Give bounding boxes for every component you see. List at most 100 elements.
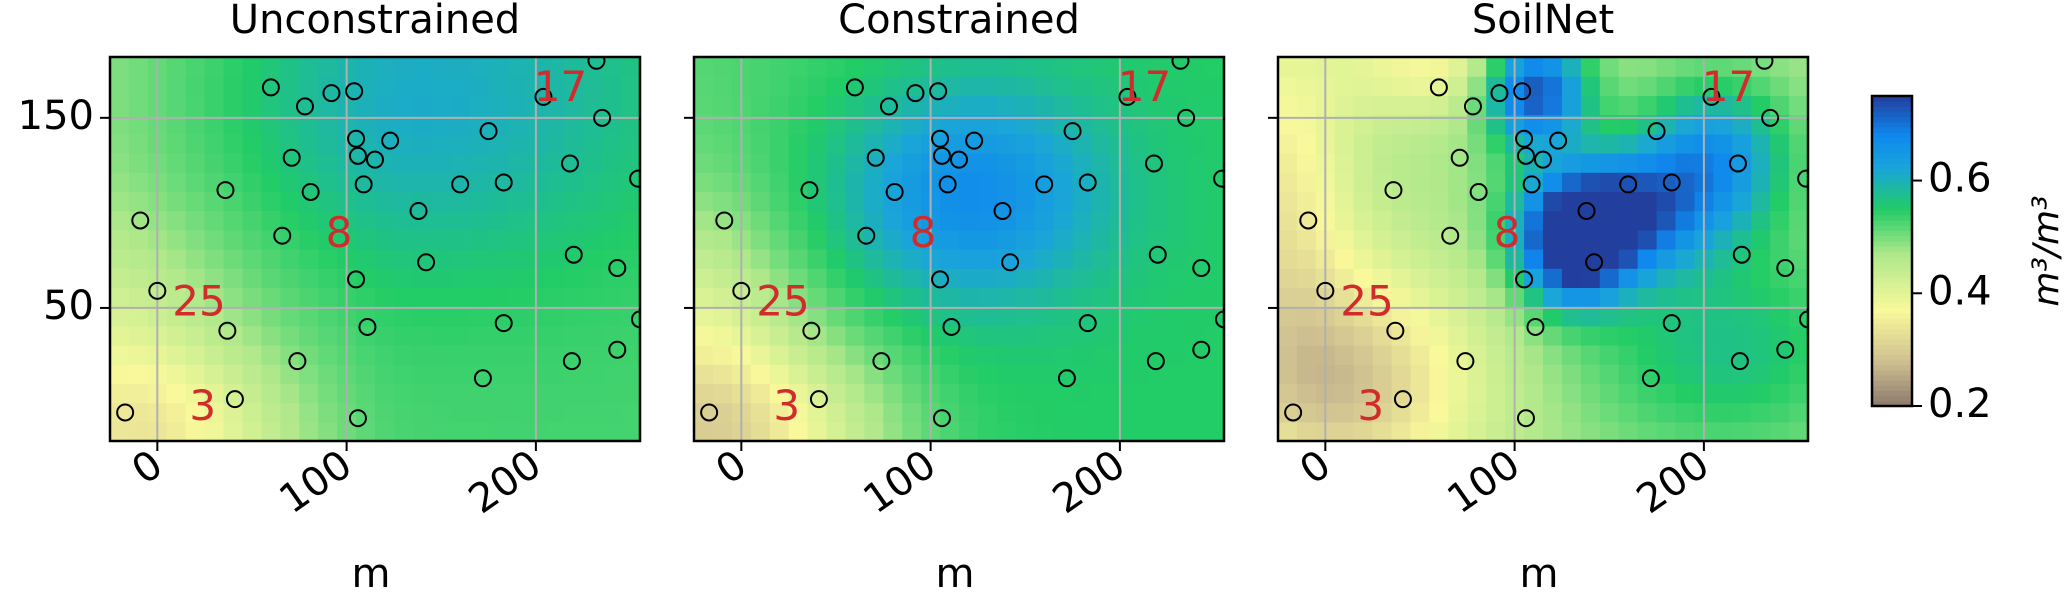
- heatmap-cell: [694, 153, 714, 173]
- heatmap-cell: [864, 402, 884, 423]
- heatmap-cell: [242, 229, 263, 250]
- heatmap-cell: [1278, 57, 1298, 77]
- heatmap-cell: [1015, 249, 1036, 269]
- heatmap-cell: [1167, 133, 1187, 154]
- heatmap-cell: [1015, 287, 1036, 308]
- heatmap-cell: [621, 210, 640, 231]
- heatmap-cell: [883, 114, 903, 135]
- heatmap-cell: [845, 325, 865, 346]
- heatmap-cell: [1053, 172, 1074, 192]
- heatmap-cell: [1334, 95, 1355, 116]
- heatmap-cell: [1334, 306, 1355, 327]
- heatmap-cell: [1448, 268, 1468, 288]
- heatmap-cell: [996, 249, 1017, 269]
- heatmap-cell: [110, 325, 130, 346]
- heatmap-cell: [128, 95, 149, 116]
- sensor-marker: [1515, 129, 1534, 148]
- heatmap-cell: [128, 153, 149, 173]
- heatmap-cell: [602, 421, 622, 441]
- heatmap-cell: [750, 114, 771, 135]
- heatmap-cell: [902, 133, 922, 154]
- heatmap-cell: [1486, 345, 1506, 365]
- sensor-marker: [301, 182, 320, 201]
- sensor-marker: [1516, 146, 1535, 165]
- heatmap-cell: [223, 76, 244, 96]
- sensor-marker: [1641, 369, 1660, 388]
- sensor-marker: [288, 352, 307, 371]
- annotation-label: 17: [534, 62, 587, 111]
- panel-title: Constrained: [838, 0, 1080, 43]
- heatmap-cell: [431, 287, 452, 308]
- heatmap-cell: [1448, 133, 1468, 154]
- heatmap-cell: [1580, 421, 1601, 441]
- heatmap-cell: [1186, 133, 1206, 154]
- heatmap-cell: [375, 249, 395, 269]
- heatmap-cell: [1072, 191, 1093, 212]
- heatmap-cell: [1072, 153, 1093, 173]
- heatmap-cell: [977, 229, 998, 250]
- heatmap-cell: [1334, 210, 1355, 231]
- heatmap-cell: [1429, 402, 1449, 423]
- heatmap-cell: [1334, 345, 1355, 365]
- heatmap-cell: [1770, 287, 1790, 308]
- heatmap-cell: [299, 345, 319, 365]
- heatmap-cell: [564, 133, 584, 154]
- colorbar-cell: [1872, 359, 1912, 366]
- heatmap-cell: [602, 210, 622, 231]
- heatmap-cell: [450, 306, 471, 327]
- heatmap-cell: [1296, 114, 1317, 135]
- heatmap-cell: [299, 421, 319, 441]
- heatmap-cell: [602, 249, 622, 269]
- sensors-unconstrained: [116, 57, 640, 428]
- heatmap-cell: [845, 345, 865, 365]
- heatmap-cell: [393, 421, 414, 441]
- heatmap-cell: [1599, 76, 1620, 96]
- heatmap-cell: [1167, 76, 1187, 96]
- heatmap-cell: [545, 325, 565, 346]
- heatmap-cell: [1034, 210, 1055, 231]
- heatmap-cell: [412, 210, 433, 231]
- heatmap-cell: [1732, 306, 1752, 327]
- heatmap-cell: [1034, 57, 1055, 77]
- heatmap-cell: [375, 229, 395, 250]
- heatmap-cell: [1561, 210, 1582, 231]
- heatmap-cell: [318, 191, 338, 212]
- heatmap-cell: [507, 345, 528, 365]
- heatmap-cell: [996, 114, 1017, 135]
- heatmap-cell: [750, 249, 771, 269]
- heatmap-cell: [1789, 249, 1808, 269]
- x-axis-label: m: [1520, 551, 1559, 596]
- heatmap-cell: [1486, 383, 1506, 404]
- heatmap-cell: [1561, 268, 1582, 288]
- heatmap-cell: [902, 114, 922, 135]
- heatmap-cell: [1637, 153, 1658, 173]
- heatmap-cell: [1353, 133, 1374, 154]
- heatmap-cell: [712, 249, 733, 269]
- panel-title: Unconstrained: [230, 0, 520, 43]
- heatmap-cell: [1486, 210, 1506, 231]
- heatmap-cell: [356, 249, 376, 269]
- heatmap-cell: [431, 345, 452, 365]
- heatmap-cell: [318, 249, 338, 269]
- heatmap-cell: [1296, 172, 1317, 192]
- sensor-marker: [347, 270, 366, 289]
- heatmap-cell: [545, 402, 565, 423]
- sensor-marker: [218, 321, 237, 340]
- heatmap-cell: [750, 325, 771, 346]
- heatmap-cell: [959, 268, 979, 288]
- heatmap-cell: [185, 133, 206, 154]
- heatmap-cell: [1129, 172, 1149, 192]
- heatmap-cell: [1486, 249, 1506, 269]
- heatmap-cell: [110, 345, 130, 365]
- heatmap-cell: [1391, 153, 1412, 173]
- heatmap-cell: [788, 268, 809, 288]
- heatmap-cell: [826, 421, 847, 441]
- heatmap-cell: [1167, 306, 1187, 327]
- sensor-marker: [1171, 57, 1190, 70]
- sensors-constrained: [700, 57, 1224, 428]
- heatmap-cell: [1467, 95, 1487, 116]
- heatmap-cell: [1543, 114, 1563, 135]
- x-tick-label: 200: [1045, 442, 1134, 523]
- heatmap-cell: [826, 229, 847, 250]
